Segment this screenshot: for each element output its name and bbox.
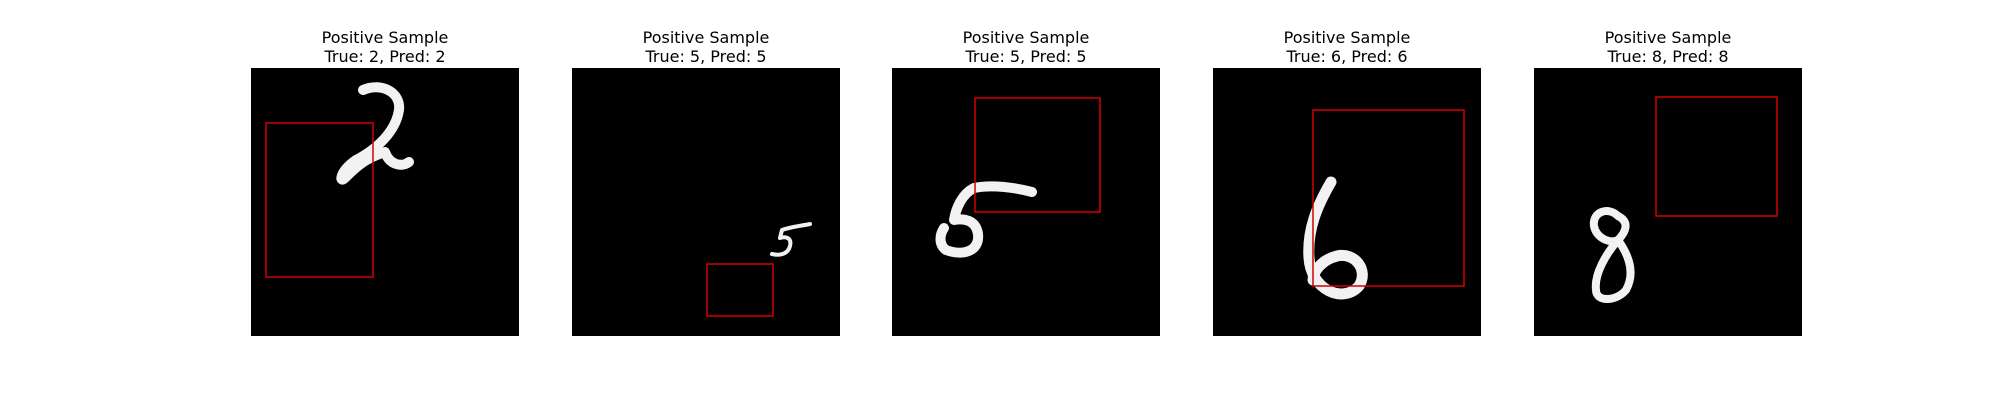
sample-label-2: Positive Sample [642, 28, 770, 47]
sample-prediction-2: True: 5, Pred: 5 [645, 47, 767, 66]
handwritten-digit-5-small [770, 222, 812, 257]
handwritten-digit-2 [336, 82, 414, 185]
sample-panel-1: Positive Sample True: 2, Pred: 2 [251, 0, 519, 340]
digit-image-2 [572, 68, 840, 336]
handwritten-digit-8 [1589, 207, 1635, 303]
sample-panel-5: Positive Sample True: 8, Pred: 8 [1534, 0, 1802, 340]
sample-title-1: Positive Sample True: 2, Pred: 2 [211, 28, 559, 66]
sample-title-3: Positive Sample True: 5, Pred: 5 [852, 28, 1200, 66]
digit-image-5 [1534, 68, 1802, 336]
image-background-5 [1534, 68, 1802, 336]
sample-title-4: Positive Sample True: 6, Pred: 6 [1173, 28, 1521, 66]
detection-box-3 [974, 97, 1101, 213]
sample-prediction-1: True: 2, Pred: 2 [324, 47, 446, 66]
handwritten-digit-6 [1303, 176, 1368, 300]
digit-image-3 [892, 68, 1160, 336]
handwritten-digit-5 [935, 181, 1037, 258]
sample-title-2: Positive Sample True: 5, Pred: 5 [532, 28, 880, 66]
sample-title-5: Positive Sample True: 8, Pred: 8 [1494, 28, 1842, 66]
digit-image-1 [251, 68, 519, 336]
image-background-3 [892, 68, 1160, 336]
sample-panel-4: Positive Sample True: 6, Pred: 6 [1213, 0, 1481, 340]
sample-label-5: Positive Sample [1604, 28, 1732, 47]
sample-prediction-5: True: 8, Pred: 8 [1607, 47, 1729, 66]
digit-image-4 [1213, 68, 1481, 336]
sample-prediction-4: True: 6, Pred: 6 [1286, 47, 1408, 66]
detection-box-1 [265, 122, 374, 278]
sample-label-1: Positive Sample [321, 28, 449, 47]
detection-box-4 [1312, 109, 1465, 287]
sample-panel-2: Positive Sample True: 5, Pred: 5 [572, 0, 840, 340]
detection-box-5 [1655, 96, 1778, 217]
detection-box-2 [706, 263, 774, 317]
sample-panel-3: Positive Sample True: 5, Pred: 5 [892, 0, 1160, 340]
sample-prediction-3: True: 5, Pred: 5 [965, 47, 1087, 66]
sample-label-3: Positive Sample [962, 28, 1090, 47]
sample-label-4: Positive Sample [1283, 28, 1411, 47]
image-background-2 [572, 68, 840, 336]
image-background-1 [251, 68, 519, 336]
